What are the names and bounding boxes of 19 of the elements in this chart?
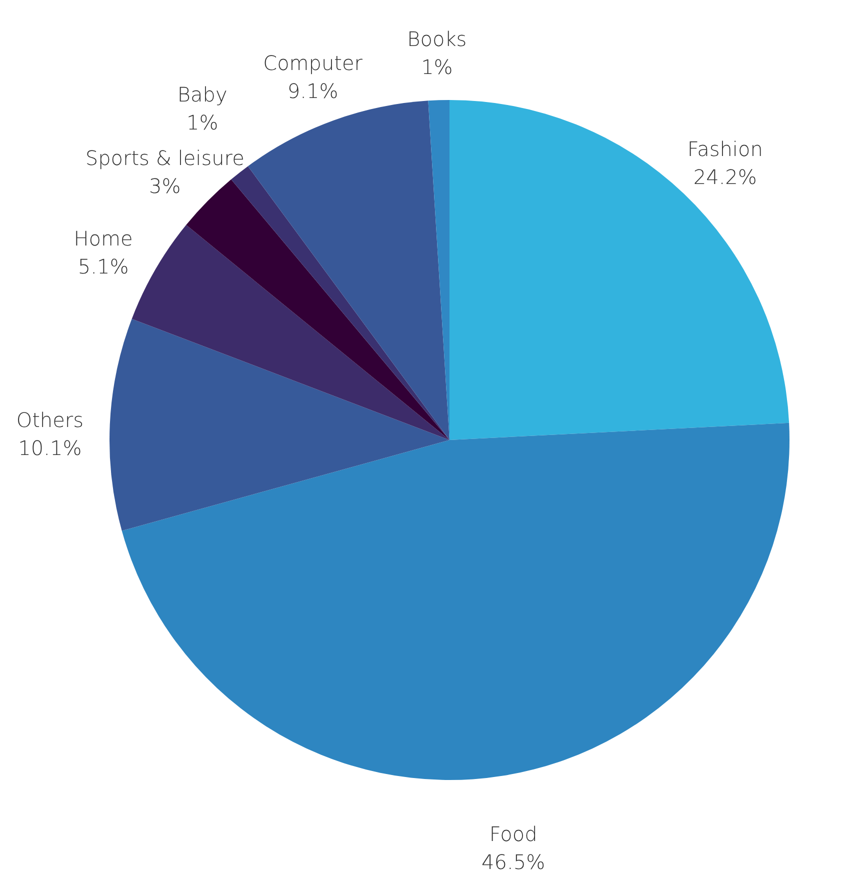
slice-label: Computer: [263, 51, 364, 76]
pie-slice: [450, 100, 790, 440]
slice-label: Others: [16, 408, 84, 432]
slice-label: Baby: [177, 82, 228, 106]
slice-label: Sports & leisure: [85, 146, 244, 170]
slice-label: Home: [74, 226, 133, 251]
data-label: 24.2%: [693, 165, 757, 190]
pie-slice: [186, 179, 450, 440]
data-label: 1%: [421, 55, 453, 80]
data-label: 10.1%: [18, 436, 82, 460]
data-label: 3%: [149, 174, 181, 198]
data-label: 5.1%: [78, 254, 129, 279]
data-label: 46.5%: [482, 850, 546, 874]
slice-label: Fashion: [687, 137, 763, 162]
slice-label: Food: [489, 822, 538, 846]
data-label: 1%: [186, 110, 218, 134]
slice-label: Books: [407, 27, 467, 52]
pie-slice: [122, 422, 790, 780]
data-label: 9.1%: [287, 79, 338, 104]
